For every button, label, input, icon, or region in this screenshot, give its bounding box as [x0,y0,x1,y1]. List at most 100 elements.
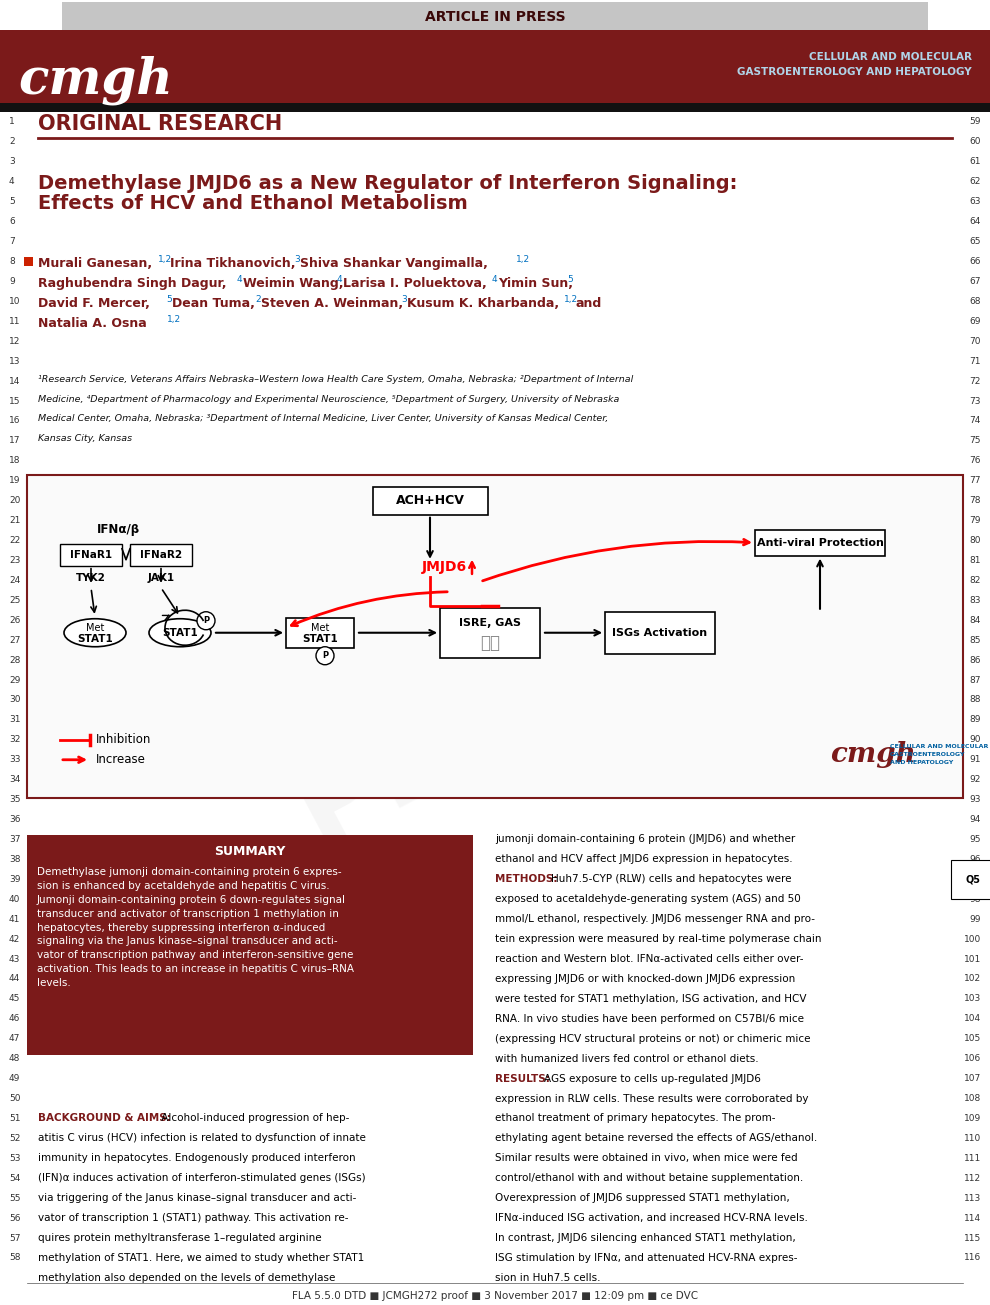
Text: CELLULAR AND MOLECULAR: CELLULAR AND MOLECULAR [809,52,972,63]
Text: Overexpression of JMJD6 suppressed STAT1 methylation,: Overexpression of JMJD6 suppressed STAT1… [495,1193,790,1203]
Text: 20: 20 [9,496,21,505]
Text: 24: 24 [9,576,20,585]
Text: 84: 84 [969,616,981,625]
Text: vator of transcription 1 (STAT1) pathway. This activation re-: vator of transcription 1 (STAT1) pathway… [38,1214,348,1223]
Text: 23: 23 [9,556,21,565]
Text: 47: 47 [9,1035,21,1043]
Text: sion in Huh7.5 cells.: sion in Huh7.5 cells. [495,1272,601,1283]
Text: PROOF: PROOF [279,569,711,867]
Text: signaling via the Janus kinase–signal transducer and acti-: signaling via the Janus kinase–signal tr… [37,937,338,946]
Bar [373,487,488,514]
Text: TYK2: TYK2 [76,573,106,583]
Text: IFNα/β: IFNα/β [96,523,140,536]
Text: 89: 89 [969,715,981,724]
Text: 95: 95 [969,835,981,844]
Text: IFNaR1: IFNaR1 [70,549,112,560]
Text: CELLULAR AND MOLECULAR: CELLULAR AND MOLECULAR [890,744,988,749]
Text: 113: 113 [963,1194,981,1203]
Text: 59: 59 [969,117,981,127]
Text: David F. Mercer,: David F. Mercer, [38,296,149,309]
Text: 83: 83 [969,596,981,604]
Text: 102: 102 [964,975,981,984]
Text: ⫝̸⫝̸: ⫝̸⫝̸ [480,634,500,651]
Text: GASTROENTEROLOGY: GASTROENTEROLOGY [890,752,965,757]
Text: 97: 97 [969,874,981,883]
Text: control/ethanol with and without betaine supplementation.: control/ethanol with and without betaine… [495,1173,803,1184]
Text: 68: 68 [969,296,981,305]
Text: 112: 112 [964,1173,981,1182]
Text: 92: 92 [969,775,981,784]
Text: vator of transcription pathway and interferon-sensitive gene: vator of transcription pathway and inter… [37,950,353,960]
Text: 66: 66 [969,257,981,266]
Text: Increase: Increase [96,753,146,766]
Text: 6: 6 [9,217,15,226]
Text: 27: 27 [9,636,21,645]
Text: 31: 31 [9,715,21,724]
Text: 70: 70 [969,337,981,346]
Text: 101: 101 [963,954,981,963]
Text: ethanol treatment of primary hepatocytes. The prom-: ethanol treatment of primary hepatocytes… [495,1113,775,1124]
Text: methylation also depended on the levels of demethylase: methylation also depended on the levels … [38,1272,336,1283]
Bar [605,612,715,654]
Text: 65: 65 [969,238,981,247]
Bar [130,544,192,566]
Text: 26: 26 [9,616,21,625]
Text: 9: 9 [9,277,15,286]
Text: 96: 96 [969,855,981,864]
Text: FLA 5.5.0 DTD ■ JCMGH272 proof ■ 3 November 2017 ■ 12:09 pm ■ ce DVC: FLA 5.5.0 DTD ■ JCMGH272 proof ■ 3 Novem… [292,1291,698,1301]
Text: BACKGROUND & AIMS:: BACKGROUND & AIMS: [38,1113,171,1124]
Text: 81: 81 [969,556,981,565]
Text: AGS exposure to cells up-regulated JMJD6: AGS exposure to cells up-regulated JMJD6 [544,1074,761,1083]
Text: AND HEPATOLOGY: AND HEPATOLOGY [890,761,953,765]
Text: hepatocytes, thereby suppressing interferon α-induced: hepatocytes, thereby suppressing interfe… [37,923,326,933]
Text: 114: 114 [964,1214,981,1223]
Text: Kansas City, Kansas: Kansas City, Kansas [38,435,132,444]
Text: RESULTS:: RESULTS: [495,1074,549,1083]
Bar [27,835,473,1054]
Text: reaction and Western blot. IFNα-activated cells either over-: reaction and Western blot. IFNα-activate… [495,954,804,964]
Text: Raghubendra Singh Dagur,: Raghubendra Singh Dagur, [38,277,227,290]
Bar [0,103,990,112]
Text: 33: 33 [9,756,21,765]
Text: 44: 44 [9,975,20,984]
Text: Demethylase JMJD6 as a New Regulator of Interferon Signaling:: Demethylase JMJD6 as a New Regulator of … [38,175,738,193]
Text: 25: 25 [9,596,21,604]
Text: In contrast, JMJD6 silencing enhanced STAT1 methylation,: In contrast, JMJD6 silencing enhanced ST… [495,1233,796,1244]
Text: tein expression were measured by real-time polymerase chain: tein expression were measured by real-ti… [495,934,822,944]
Text: 58: 58 [9,1254,21,1262]
Text: 73: 73 [969,397,981,406]
Text: 28: 28 [9,655,21,664]
Text: P: P [203,616,209,625]
Text: JAK1: JAK1 [148,573,174,583]
Text: 49: 49 [9,1074,21,1083]
Text: Jumonji domain-containing protein 6 down-regulates signal: Jumonji domain-containing protein 6 down… [37,895,346,906]
Text: 80: 80 [969,536,981,545]
Text: 42: 42 [9,934,20,944]
Text: and: and [576,296,602,309]
Circle shape [316,647,334,664]
Text: immunity in hepatocytes. Endogenously produced interferon: immunity in hepatocytes. Endogenously pr… [38,1154,355,1163]
Text: 67: 67 [969,277,981,286]
Text: Huh7.5-CYP (RLW) cells and hepatocytes were: Huh7.5-CYP (RLW) cells and hepatocytes w… [551,874,791,885]
Text: ISGs Activation: ISGs Activation [613,628,708,638]
Text: 4: 4 [337,275,343,284]
Text: 2: 2 [9,137,15,146]
Text: Met: Met [86,622,104,633]
Ellipse shape [64,619,126,647]
Text: JMJD6: JMJD6 [422,560,467,574]
Text: ethanol and HCV affect JMJD6 expression in hepatocytes.: ethanol and HCV affect JMJD6 expression … [495,855,793,864]
Text: Dean Tuma,: Dean Tuma, [172,296,254,309]
Text: 62: 62 [969,177,981,187]
Bar [440,608,540,658]
Text: Natalia A. Osna: Natalia A. Osna [38,317,147,330]
Bar [60,544,122,566]
Text: 71: 71 [969,356,981,365]
Text: 69: 69 [969,317,981,326]
Bar [27,475,963,797]
Text: Weimin Wang,: Weimin Wang, [243,277,344,290]
Text: Alcohol-induced progression of hep-: Alcohol-induced progression of hep- [158,1113,349,1124]
Text: 34: 34 [9,775,21,784]
Text: quires protein methyltransferase 1–regulated arginine: quires protein methyltransferase 1–regul… [38,1233,322,1244]
Text: 99: 99 [969,915,981,924]
Text: Medicine, ⁴Department of Pharmacology and Experimental Neuroscience, ⁵Department: Medicine, ⁴Department of Pharmacology an… [38,394,620,403]
